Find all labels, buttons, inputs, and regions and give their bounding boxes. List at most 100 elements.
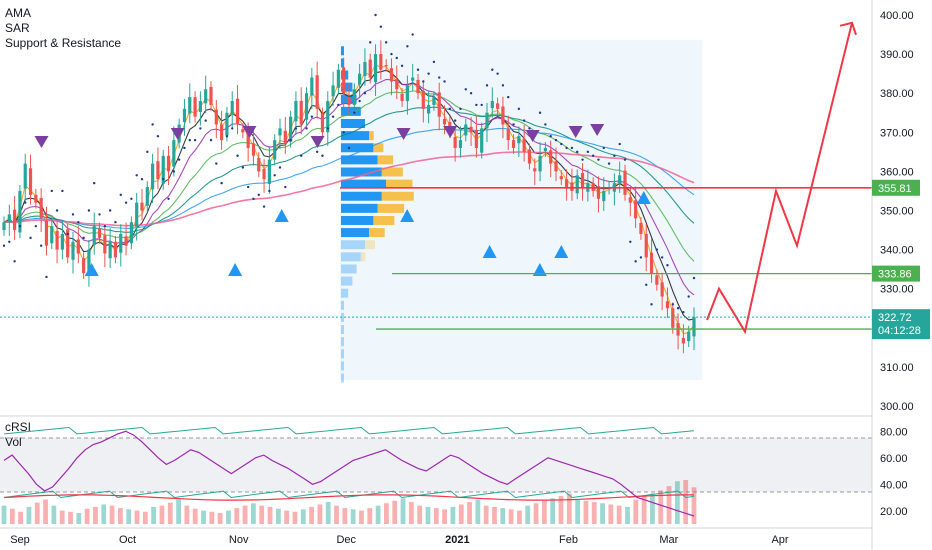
- sar-dot: [87, 209, 91, 212]
- volume-bar: [525, 505, 531, 524]
- price-pane[interactable]: [0, 13, 872, 383]
- sar-dot: [432, 60, 436, 64]
- legend-ama[interactable]: AMA: [5, 6, 31, 20]
- volume-profile-up: [341, 58, 344, 68]
- candle-body: [373, 54, 378, 83]
- sar-dot: [225, 135, 229, 138]
- sar-dot: [151, 123, 154, 126]
- sar-dot: [2, 244, 6, 247]
- candle-body: [411, 77, 415, 81]
- legend-crsi[interactable]: cRSI: [5, 420, 31, 434]
- sar-dot: [193, 138, 197, 142]
- volume-bar: [408, 502, 414, 524]
- volume-bar: [234, 508, 240, 524]
- price-tick-label: 300.00: [880, 401, 914, 413]
- candle-body: [437, 92, 441, 117]
- candle-body: [681, 337, 685, 344]
- candle-body: [182, 108, 187, 123]
- sar-buy-marker: [636, 191, 651, 204]
- sar-dot: [34, 224, 38, 228]
- volume-bar: [43, 499, 48, 524]
- candle-body: [453, 136, 457, 148]
- candle-body: [87, 249, 91, 274]
- volume-bar: [533, 503, 539, 524]
- candle-body: [151, 163, 155, 190]
- sar-dot: [639, 256, 643, 259]
- sar-dot: [326, 127, 329, 130]
- time-axis[interactable]: Sep Oct Nov Dec 2021 Feb Mar Apr: [10, 534, 789, 546]
- volume-profile-up: [341, 106, 361, 116]
- volume-profile-up: [341, 325, 344, 335]
- candle-body: [464, 124, 468, 136]
- candle-body: [549, 150, 553, 164]
- sar-dot: [422, 80, 425, 83]
- sar-dot: [156, 135, 160, 138]
- volume-profile-down: [360, 252, 366, 262]
- volume-bar: [575, 499, 581, 524]
- candle-body: [283, 130, 287, 145]
- candle-body: [596, 186, 601, 199]
- sar-dot: [305, 127, 308, 130]
- candle-body: [76, 239, 80, 254]
- sar-dot: [273, 174, 276, 177]
- sar-dot: [300, 154, 303, 157]
- candle-body: [55, 230, 59, 250]
- candle-body: [533, 168, 537, 172]
- candle-body: [522, 138, 526, 152]
- legend-sar[interactable]: SAR: [5, 21, 30, 35]
- volume-bar: [450, 506, 456, 524]
- sar-sell-marker: [242, 126, 257, 138]
- time-tick-label: Nov: [229, 534, 249, 546]
- oscillator-pane[interactable]: [0, 426, 872, 525]
- candle-body: [241, 129, 245, 133]
- sar-dot: [209, 138, 213, 142]
- price-tick-label: 340.00: [880, 245, 914, 257]
- sar-dot: [570, 146, 574, 150]
- candle-body: [145, 187, 149, 206]
- volume-profile-up: [341, 167, 382, 177]
- volume-bar: [633, 499, 639, 524]
- candle-body: [257, 158, 261, 172]
- candle-body: [326, 101, 330, 133]
- sar-dot: [289, 138, 292, 142]
- sar-sell-marker: [590, 124, 605, 136]
- candlesticks: [2, 40, 696, 354]
- candle-body: [501, 106, 505, 125]
- volume-bar: [300, 509, 306, 524]
- legend-vol[interactable]: Vol: [5, 435, 22, 449]
- volume-bar: [250, 503, 256, 524]
- candle-body: [432, 97, 436, 105]
- volume-ma-line: [3, 494, 694, 501]
- volume-bar: [625, 506, 630, 524]
- sar-dot: [294, 127, 298, 130]
- volume-bar: [167, 502, 173, 524]
- legend-support-resistance[interactable]: Support & Resistance: [5, 36, 121, 50]
- candle-body: [119, 233, 123, 253]
- sar-dot: [204, 119, 207, 122]
- candle-body: [2, 222, 6, 231]
- volume-profile-up: [341, 312, 344, 322]
- volume-bar: [342, 508, 348, 524]
- candle-body: [342, 67, 346, 94]
- candle-body: [103, 235, 107, 254]
- candle-body: [575, 175, 579, 194]
- candle-body: [278, 128, 282, 136]
- sar-dot: [597, 158, 600, 161]
- candle-body: [687, 331, 691, 342]
- volume-bar: [151, 506, 157, 524]
- candle-body: [71, 241, 75, 260]
- oscillator-scale[interactable]: 80.00 60.00 40.00 20.00: [880, 426, 908, 518]
- volume-bar: [508, 509, 514, 524]
- sar-dot: [459, 107, 462, 111]
- volume-profile-up: [341, 82, 353, 92]
- sar-sell-marker: [170, 128, 185, 140]
- time-tick-label: Mar: [659, 534, 678, 546]
- volume-bar: [317, 504, 323, 524]
- volume-bar: [541, 500, 547, 524]
- sar-dot: [469, 92, 473, 95]
- sar-dot: [331, 115, 335, 118]
- sar-dot: [246, 185, 250, 189]
- sar-buy-marker: [228, 263, 243, 276]
- volume-bar: [134, 510, 140, 524]
